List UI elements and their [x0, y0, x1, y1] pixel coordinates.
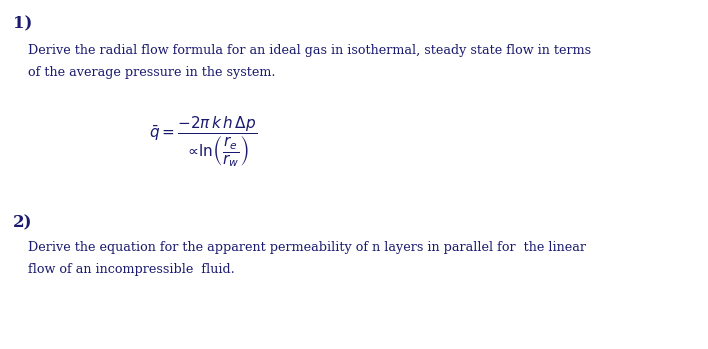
- Text: Derive the equation for the apparent permeability of n layers in parallel for  t: Derive the equation for the apparent per…: [28, 241, 586, 254]
- Text: 2): 2): [13, 215, 33, 232]
- Text: flow of an incompressible  fluid.: flow of an incompressible fluid.: [28, 263, 235, 276]
- Text: $\bar{q} = \dfrac{-2\pi\, k\, h\, \Delta p}{\propto\!\ln\!\left(\dfrac{r_e}{r_w}: $\bar{q} = \dfrac{-2\pi\, k\, h\, \Delta…: [149, 114, 257, 169]
- Text: of the average pressure in the system.: of the average pressure in the system.: [28, 66, 276, 79]
- Text: Derive the radial flow formula for an ideal gas in isothermal, steady state flow: Derive the radial flow formula for an id…: [28, 44, 591, 57]
- Text: 1): 1): [13, 16, 32, 33]
